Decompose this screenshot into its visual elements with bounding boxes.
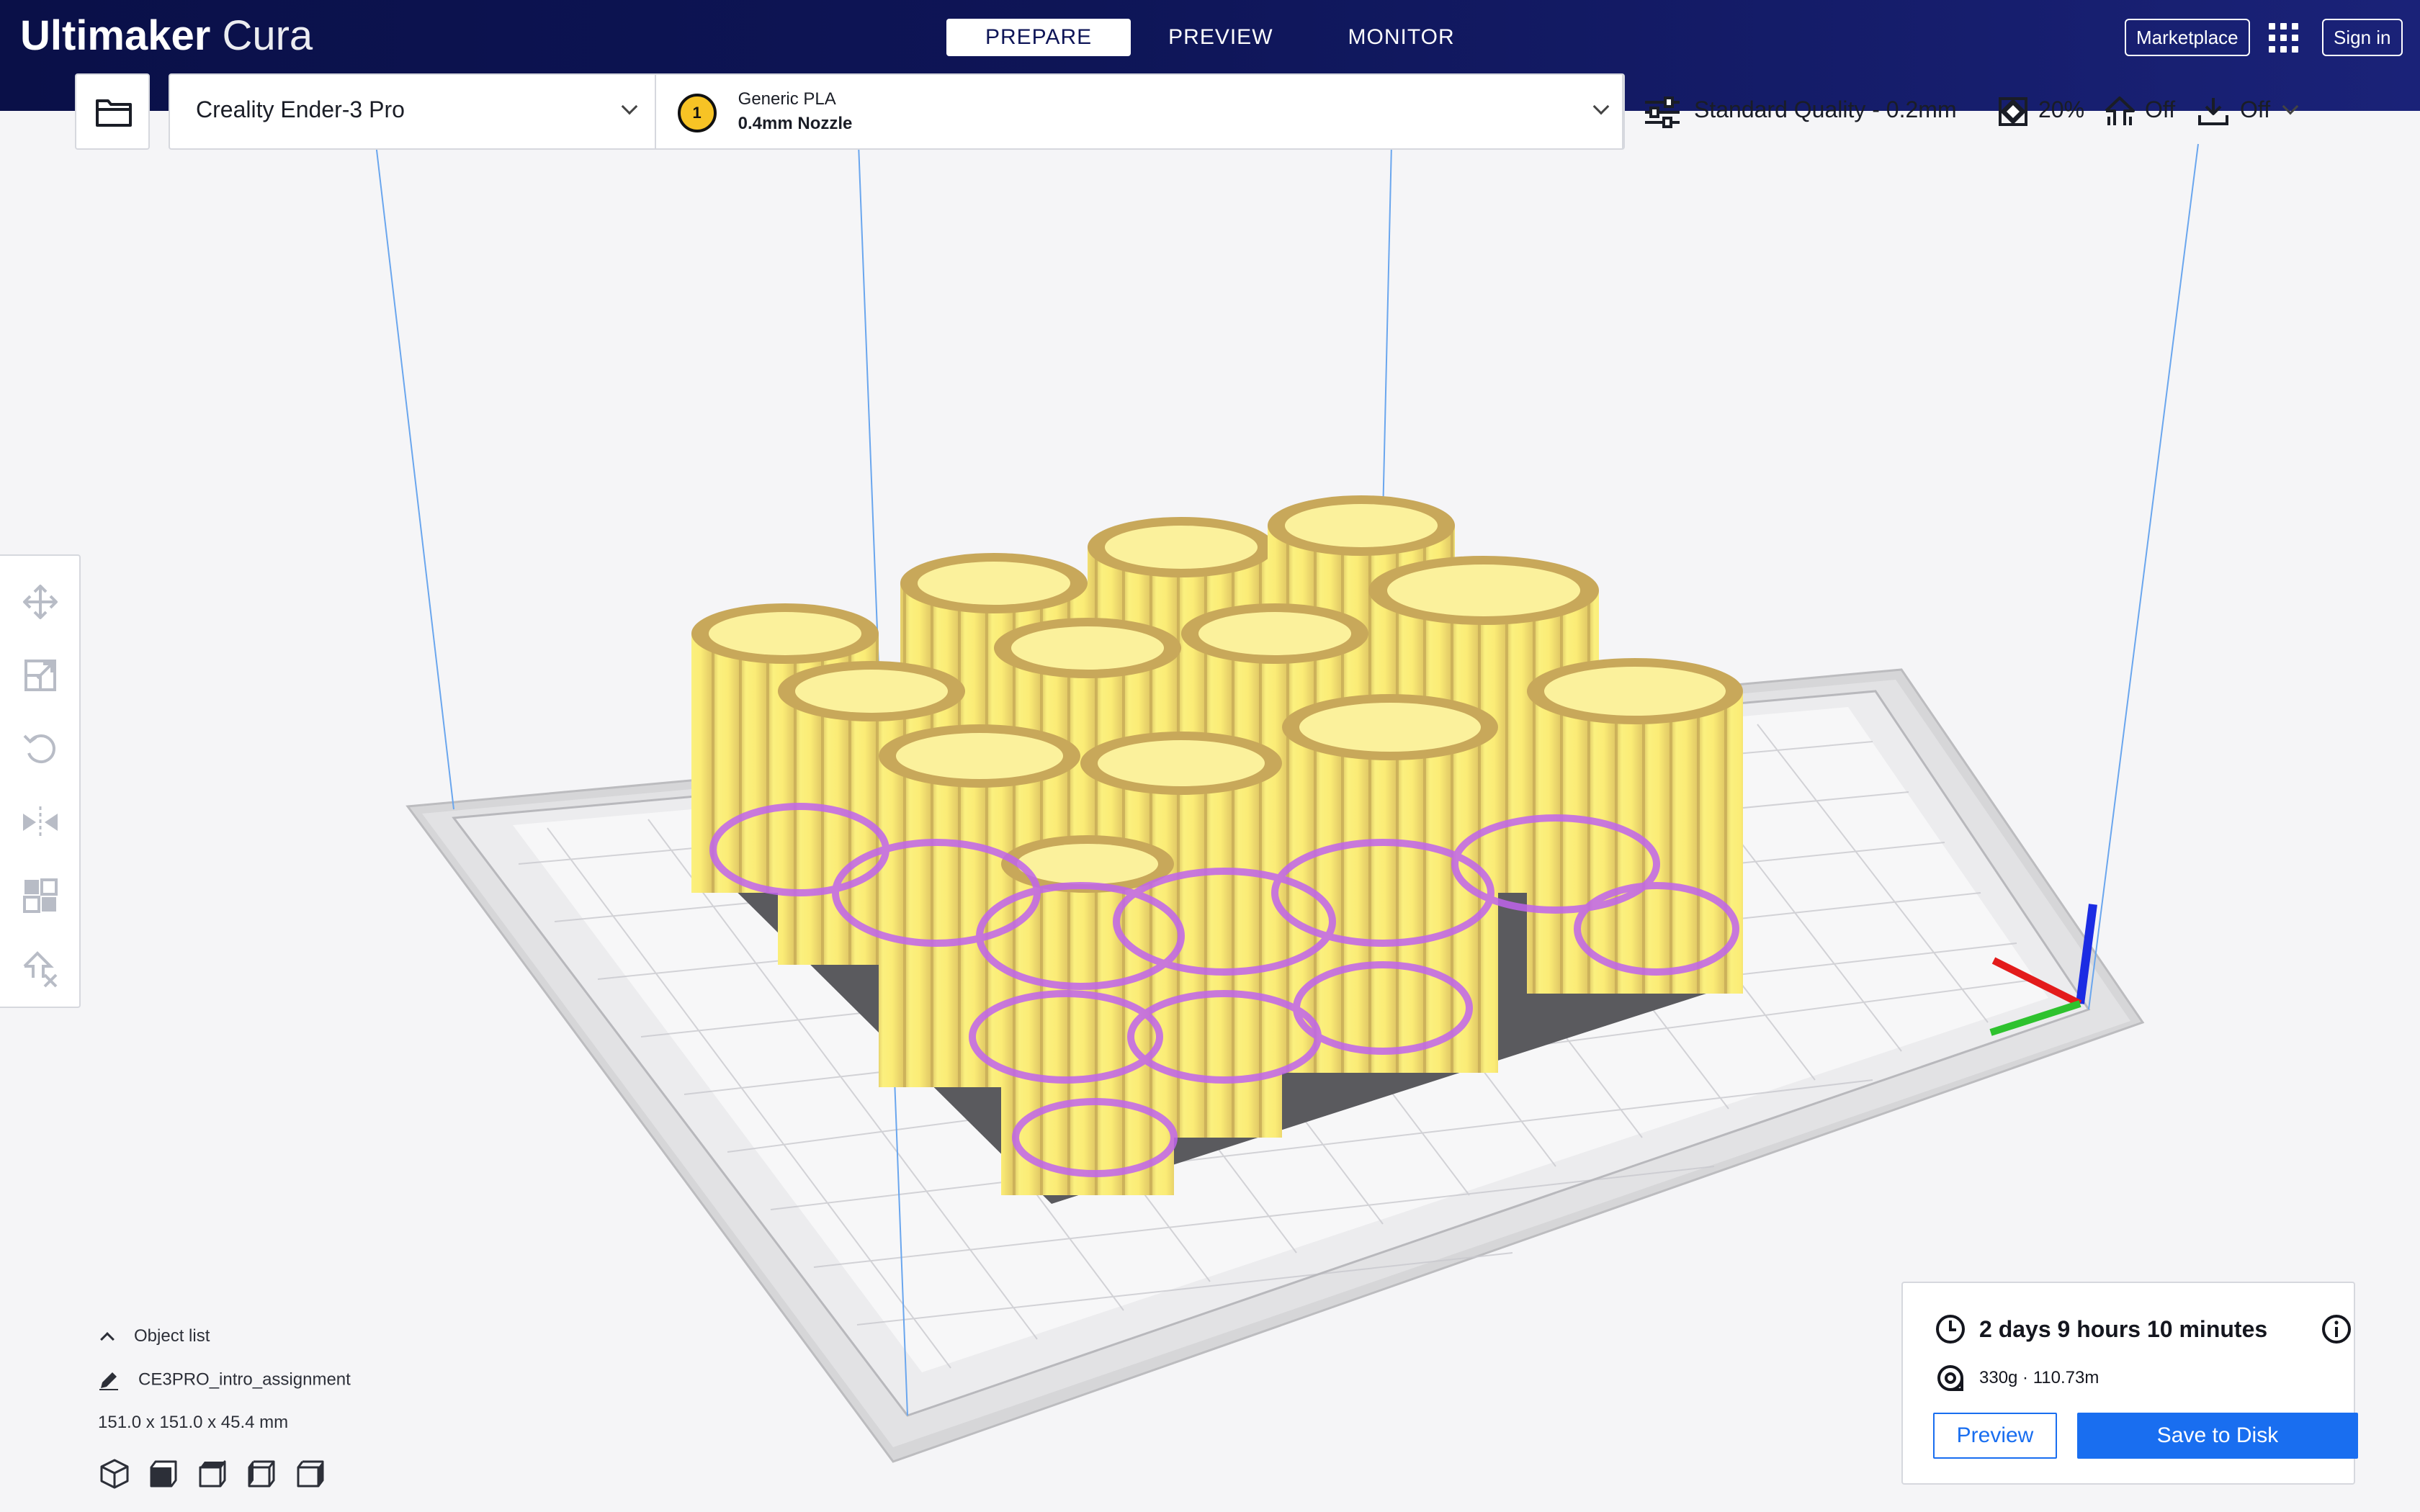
chevron-up-icon xyxy=(100,1332,115,1346)
overhang-highlight xyxy=(709,803,1739,1177)
chevron-down-icon xyxy=(621,98,638,115)
model-hexagon-columns[interactable] xyxy=(691,495,1743,1195)
object-name-row[interactable]: CE3PRO_intro_assignment xyxy=(98,1369,351,1391)
left-view-icon[interactable] xyxy=(245,1457,278,1490)
spool-icon xyxy=(1937,1365,1963,1391)
tab-preview[interactable]: PREVIEW xyxy=(1168,25,1273,49)
mirror-icon[interactable] xyxy=(20,802,60,842)
open-file-button[interactable] xyxy=(75,73,150,150)
per-model-settings-icon[interactable] xyxy=(20,876,60,916)
stage-tabs: PREPARE PREVIEW MONITOR xyxy=(946,19,1492,56)
rotate-icon[interactable] xyxy=(20,729,60,769)
object-dimensions: 151.0 x 151.0 x 45.4 mm xyxy=(98,1413,289,1432)
right-view-icon[interactable] xyxy=(294,1457,327,1490)
tab-prepare[interactable]: PREPARE xyxy=(946,19,1131,56)
app-title-regular: Cura xyxy=(222,12,313,59)
save-to-disk-button[interactable]: Save to Disk xyxy=(2077,1413,2358,1459)
print-output-panel: 2 days 9 hours 10 minutes 330g · 110.73m… xyxy=(1901,1282,2358,1485)
top-view-icon[interactable] xyxy=(196,1457,229,1490)
3d-view-icon[interactable] xyxy=(98,1457,131,1490)
adhesion-value: Off xyxy=(2240,96,2271,122)
nozzle-size: 0.4mm Nozzle xyxy=(738,114,853,133)
support-value: Off xyxy=(2145,96,2176,122)
sliders-icon xyxy=(1645,96,1680,128)
print-time: 2 days 9 hours 10 minutes xyxy=(1979,1316,2268,1342)
preview-button[interactable]: Preview xyxy=(1933,1413,2057,1459)
material-selector[interactable]: 1 Generic PLA 0.4mm Nozzle xyxy=(656,75,1623,148)
chevron-down-icon xyxy=(1592,98,1609,115)
app-title: Ultimaker Cura xyxy=(20,10,313,62)
clock-icon xyxy=(1936,1315,1965,1344)
support-icon xyxy=(2105,96,2135,125)
object-list-label: Object list xyxy=(134,1326,210,1346)
object-name: CE3PRO_intro_assignment xyxy=(138,1369,351,1390)
material-usage: 330g · 110.73m xyxy=(1979,1368,2099,1387)
material-name: Generic PLA xyxy=(738,89,836,109)
printer-name: Creality Ender-3 Pro xyxy=(196,96,405,122)
extruder-badge: 1 xyxy=(677,94,717,132)
scale-icon[interactable] xyxy=(20,655,60,696)
printer-selector[interactable]: Creality Ender-3 Pro xyxy=(170,75,656,148)
front-view-icon[interactable] xyxy=(147,1457,180,1490)
move-icon[interactable] xyxy=(20,582,60,622)
quality-profile: Standard Quality - 0.2mm xyxy=(1694,96,1957,122)
axis-gizmo xyxy=(1989,904,2097,1036)
pencil-icon xyxy=(99,1372,118,1390)
infill-icon xyxy=(1999,97,2027,126)
grid-icon[interactable] xyxy=(2269,23,2299,53)
sign-in-button[interactable]: Sign in xyxy=(2322,19,2403,56)
info-icon[interactable] xyxy=(2321,1313,2352,1345)
app-title-bold: Ultimaker xyxy=(20,12,211,59)
build-volume-viewport[interactable] xyxy=(0,111,2420,1512)
view-orientation-buttons xyxy=(98,1457,327,1490)
tool-panel xyxy=(0,554,81,1008)
adhesion-icon xyxy=(2198,98,2228,125)
tab-monitor[interactable]: MONITOR xyxy=(1348,25,1455,49)
support-blocker-icon[interactable] xyxy=(20,949,60,989)
folder-icon xyxy=(96,99,132,127)
settings-bar: Creality Ender-3 Pro 1 Generic PLA 0.4mm… xyxy=(169,73,2299,150)
infill-value: 20% xyxy=(2038,96,2085,122)
object-list-toggle[interactable]: Object list xyxy=(98,1326,210,1346)
marketplace-button[interactable]: Marketplace xyxy=(2125,19,2250,56)
